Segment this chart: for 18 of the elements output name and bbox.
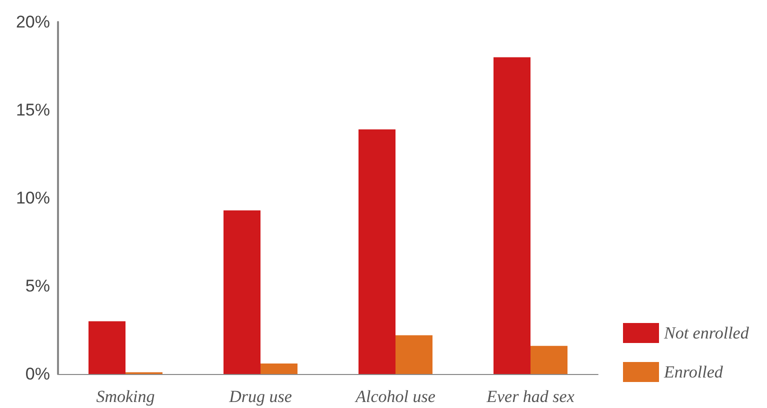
legend-label: Not enrolled <box>663 324 750 342</box>
bar <box>224 210 260 374</box>
y-tick-label: 20% <box>16 12 50 32</box>
legend-label: Enrolled <box>663 362 724 382</box>
x-tick-label: Ever had sex <box>486 387 575 406</box>
x-tick-label: Alcohol use <box>354 387 436 406</box>
y-tick-label: 10% <box>16 188 50 208</box>
bar <box>530 346 568 374</box>
bar <box>260 363 298 374</box>
bar <box>396 335 432 374</box>
y-tick-label: 0% <box>25 364 50 384</box>
y-tick-label: 15% <box>16 100 50 120</box>
bar <box>88 321 126 374</box>
x-tick-label: Smoking <box>96 387 155 406</box>
x-tick-label: Drug use <box>228 387 292 406</box>
bar <box>494 57 530 374</box>
bar <box>358 129 396 374</box>
y-tick-label: 5% <box>25 276 50 296</box>
